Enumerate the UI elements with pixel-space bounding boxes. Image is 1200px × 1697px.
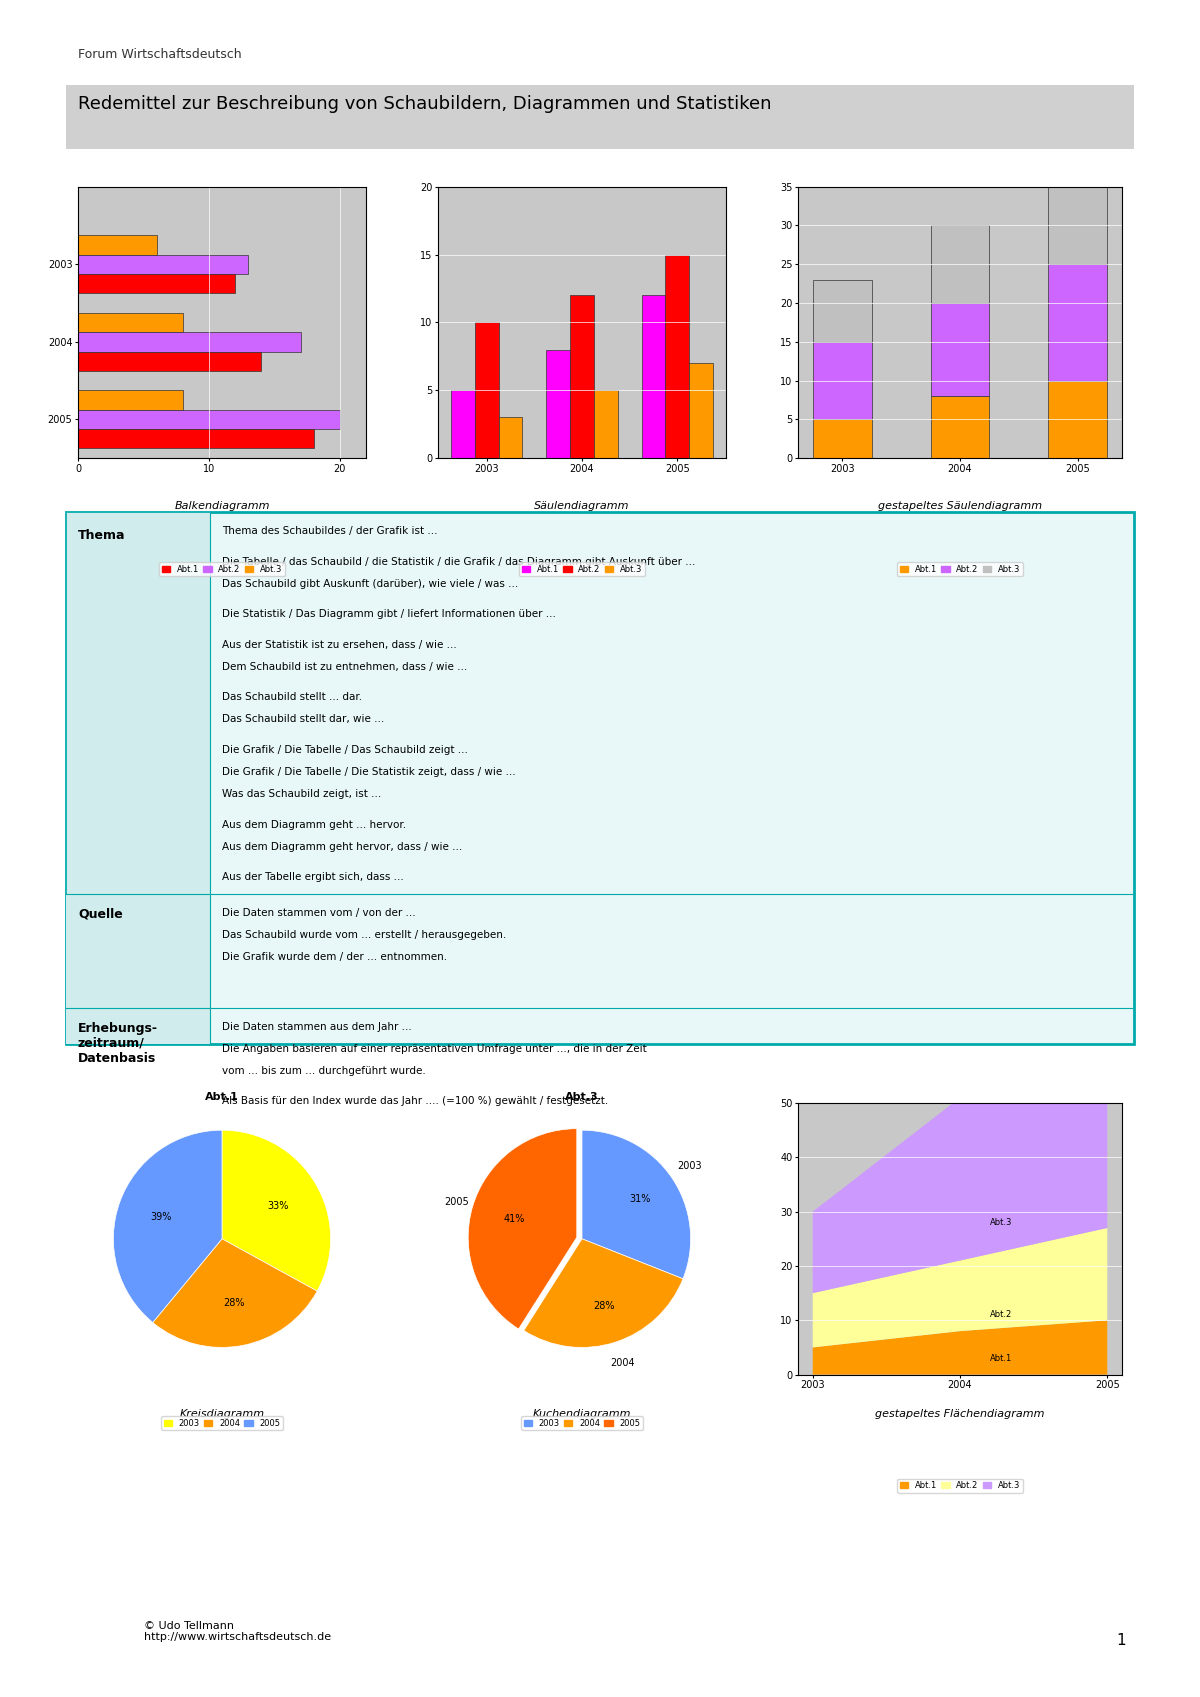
FancyBboxPatch shape [66,1008,210,1044]
Legend: Abt.1, Abt.2, Abt.3: Abt.1, Abt.2, Abt.3 [160,562,284,577]
Text: 2004: 2004 [610,1358,635,1368]
Bar [594,390,618,458]
Text: 2003: 2003 [678,1161,702,1171]
Bar [930,304,990,395]
Bar [689,363,713,458]
Text: Die Grafik wurde dem / der ... entnommen.: Die Grafik wurde dem / der ... entnommen… [222,952,448,962]
Text: 39%: 39% [150,1212,172,1222]
Bar [642,295,665,458]
Text: 31%: 31% [630,1195,652,1205]
Text: 41%: 41% [504,1213,524,1224]
Text: 2005: 2005 [444,1198,469,1208]
Text: Die Angaben basieren auf einer repräsentativen Umfrage unter ..., die in der Zei: Die Angaben basieren auf einer repräsent… [222,1044,647,1054]
Text: Die Statistik / Das Diagramm gibt / liefert Informationen über ...: Die Statistik / Das Diagramm gibt / lief… [222,609,556,619]
Text: Abt.1: Abt.1 [990,1354,1012,1363]
Text: Thema: Thema [78,529,126,543]
Bar [78,351,262,372]
Text: Abt.2: Abt.2 [990,1310,1012,1319]
Bar [812,341,871,419]
Text: gestapeltes Flächendiagramm: gestapeltes Flächendiagramm [875,1409,1045,1419]
Text: Aus dem Diagramm geht ... hervor.: Aus dem Diagramm geht ... hervor. [222,820,406,830]
Text: Quelle: Quelle [78,908,122,921]
Legend: Abt.1, Abt.2, Abt.3: Abt.1, Abt.2, Abt.3 [898,1478,1022,1493]
Bar [1049,171,1108,265]
Bar [78,409,340,429]
Text: 28%: 28% [223,1298,245,1308]
Text: © Udo Tellmann
http://www.wirtschaftsdeutsch.de: © Udo Tellmann http://www.wirtschaftsdeu… [144,1621,331,1643]
Text: Abt.3: Abt.3 [990,1218,1012,1227]
Point [203,998,217,1018]
Text: ılk: ılk [98,1614,118,1627]
Text: Dem Schaubild ist zu entnehmen, dass / wie ...: Dem Schaubild ist zu entnehmen, dass / w… [222,662,467,672]
Bar [812,419,871,458]
Legend: 2003, 2004, 2005: 2003, 2004, 2005 [521,1415,643,1431]
Bar [78,312,182,333]
Bar [1049,380,1108,458]
FancyBboxPatch shape [66,512,1134,1044]
Wedge shape [468,1129,577,1329]
Text: Aus der Statistik ist zu ersehen, dass / wie ...: Aus der Statistik ist zu ersehen, dass /… [222,640,457,650]
Bar [665,255,689,458]
Wedge shape [222,1130,331,1291]
Text: 1: 1 [1116,1633,1126,1648]
Text: Erhebungs-
zeitraum/
Datenbasis: Erhebungs- zeitraum/ Datenbasis [78,1022,158,1064]
Point [203,884,217,905]
Text: Forum Wirtschaftsdeutsch: Forum Wirtschaftsdeutsch [78,48,241,61]
Text: Die Grafik / Die Tabelle / Das Schaubild zeigt ...: Die Grafik / Die Tabelle / Das Schaubild… [222,745,468,755]
Text: Die Daten stammen vom / von der ...: Die Daten stammen vom / von der ... [222,908,415,918]
Text: Als Basis für den Index wurde das Jahr .... (=100 %) gewählt / festgesetzt.: Als Basis für den Index wurde das Jahr .… [222,1096,608,1106]
Bar [930,226,990,304]
Text: Das Schaubild stellt dar, wie ...: Das Schaubild stellt dar, wie ... [222,714,384,725]
Title: Abt.3: Abt.3 [565,1093,599,1103]
Text: Thema des Schaubildes / der Grafik ist ...: Thema des Schaubildes / der Grafik ist .… [222,526,438,536]
Text: Redemittel zur Beschreibung von Schaubildern, Diagrammen und Statistiken: Redemittel zur Beschreibung von Schaubil… [78,95,772,114]
Text: Säulendiagramm: Säulendiagramm [534,501,630,511]
Text: Die Tabelle / das Schaubild / die Statistik / die Grafik / das Diagramm gibt Aus: Die Tabelle / das Schaubild / die Statis… [222,557,695,567]
Text: Kreisdiagramm: Kreisdiagramm [180,1409,264,1419]
Bar [78,429,313,448]
Point [203,998,217,1018]
Bar [546,350,570,458]
Text: Aus der Tabelle ergibt sich, dass ...: Aus der Tabelle ergibt sich, dass ... [222,872,403,882]
Bar [78,333,300,351]
Wedge shape [113,1130,222,1322]
Wedge shape [152,1239,317,1347]
FancyBboxPatch shape [66,512,210,894]
Text: Das Schaubild stellt ... dar.: Das Schaubild stellt ... dar. [222,692,362,703]
Wedge shape [582,1130,691,1280]
Text: gestapeltes Säulendiagramm: gestapeltes Säulendiagramm [878,501,1042,511]
Legend: Abt.1, Abt.2, Abt.3: Abt.1, Abt.2, Abt.3 [520,562,644,577]
Bar [78,273,235,294]
Point [203,502,217,523]
Text: Aus dem Diagramm geht hervor, dass / wie ...: Aus dem Diagramm geht hervor, dass / wie… [222,842,462,852]
Bar [499,417,522,458]
Text: 28%: 28% [593,1302,614,1312]
FancyBboxPatch shape [66,894,210,1008]
Bar [475,322,499,458]
Bar [78,236,156,255]
Point [203,884,217,905]
Text: Die Grafik / Die Tabelle / Die Statistik zeigt, dass / wie ...: Die Grafik / Die Tabelle / Die Statistik… [222,767,516,777]
Legend: Abt.1, Abt.2, Abt.3: Abt.1, Abt.2, Abt.3 [898,562,1022,577]
Bar [570,295,594,458]
Legend: 2003, 2004, 2005: 2003, 2004, 2005 [161,1415,283,1431]
Title: Abt.1: Abt.1 [205,1093,239,1103]
Text: 33%: 33% [268,1201,289,1210]
Bar [78,255,248,273]
Text: Was das Schaubild zeigt, ist ...: Was das Schaubild zeigt, ist ... [222,789,382,799]
Bar [930,395,990,458]
Bar [78,390,182,409]
Text: Die Daten stammen aus dem Jahr ...: Die Daten stammen aus dem Jahr ... [222,1022,412,1032]
Wedge shape [524,1239,683,1347]
Text: vom ... bis zum ... durchgeführt wurde.: vom ... bis zum ... durchgeführt wurde. [222,1066,426,1076]
Bar [451,390,475,458]
Text: Balkendiagramm: Balkendiagramm [174,501,270,511]
Bar [1049,265,1108,380]
Text: Das Schaubild wurde vom ... erstellt / herausgegeben.: Das Schaubild wurde vom ... erstellt / h… [222,930,506,940]
FancyBboxPatch shape [66,85,1134,149]
Bar [812,280,871,341]
Text: Das Schaubild gibt Auskunft (darüber), wie viele / was ...: Das Schaubild gibt Auskunft (darüber), w… [222,579,518,589]
Point [203,1033,217,1054]
Text: Kuchendiagramm: Kuchendiagramm [533,1409,631,1419]
